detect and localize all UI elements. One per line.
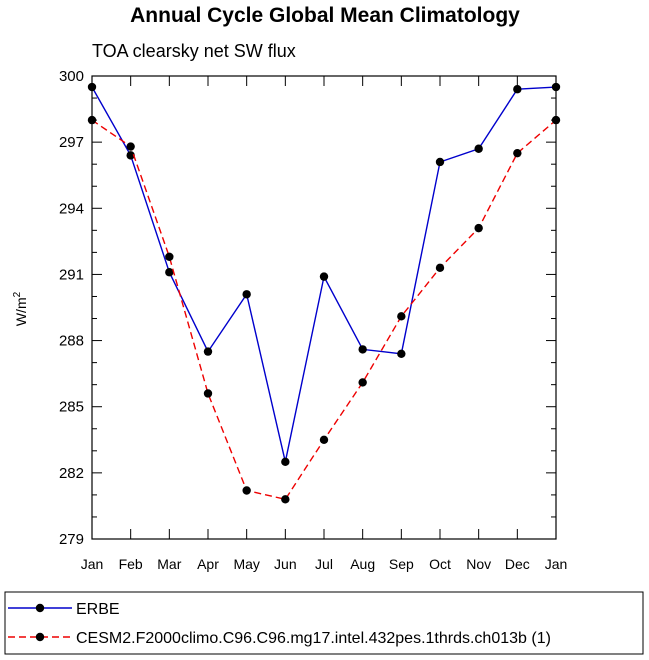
data-point: [513, 85, 522, 94]
data-point: [358, 345, 367, 354]
y-tick-label: 300: [59, 68, 84, 85]
y-tick-labels: 300 297 294 291 288 285 282 279: [59, 68, 84, 548]
x-tick-label: Apr: [197, 556, 219, 572]
x-tick-label: Jul: [315, 556, 333, 572]
axis-ticks: [91, 75, 557, 540]
series-layer: [87, 82, 561, 504]
data-point: [126, 151, 135, 160]
x-tick-label: Jun: [274, 556, 297, 572]
data-point: [203, 389, 213, 398]
y-axis-label: W/m2: [12, 291, 29, 326]
chart-subtitle: TOA clearsky net SW flux: [92, 41, 296, 61]
data-point: [126, 142, 135, 151]
data-point: [474, 223, 483, 233]
x-tick-label: Aug: [350, 556, 375, 572]
series-2: [87, 115, 561, 504]
data-point: [242, 290, 251, 299]
legend-label: ERBE: [76, 601, 120, 618]
legend: ERBE CESM2.F2000climo.C96.C96.mg17.intel.…: [8, 601, 551, 647]
data-point: [435, 263, 445, 273]
data-point: [165, 252, 174, 261]
x-tick-label: Nov: [466, 556, 491, 572]
series-1: [87, 82, 561, 467]
data-point: [358, 378, 367, 387]
x-tick-labels: Jan Feb Mar Apr May Jun Jul Aug Sep Oct Nov Dec Jan: [81, 556, 568, 572]
x-tick-label: Mar: [157, 556, 181, 572]
data-point: [319, 435, 329, 444]
x-tick-label: Jan: [545, 556, 568, 572]
data-point: [242, 486, 251, 495]
data-point: [203, 347, 213, 356]
data-point: [319, 272, 329, 281]
y-axis-label-text: W/m: [13, 297, 29, 326]
plot-frame: [91, 75, 557, 540]
legend-box: [4, 591, 644, 655]
data-point: [165, 268, 174, 277]
y-tick-label: 279: [59, 531, 84, 548]
y-tick-label: 288: [59, 333, 84, 350]
y-tick-label: 285: [59, 399, 84, 416]
x-tick-label: Sep: [389, 556, 414, 572]
data-point: [435, 157, 445, 167]
legend-label: CESM2.F2000climo.C96.C96.mg17.intel.432p…: [76, 630, 551, 647]
x-tick-label: Jan: [81, 556, 104, 572]
y-tick-label: 282: [59, 465, 84, 482]
y-tick-label: 291: [59, 266, 84, 283]
data-point: [474, 144, 483, 153]
data-point: [397, 349, 406, 358]
legend-marker: [35, 632, 45, 642]
y-tick-label: 297: [59, 134, 84, 151]
x-tick-label: May: [233, 556, 259, 572]
legend-marker: [35, 603, 45, 613]
data-point: [397, 312, 406, 321]
y-axis-label-superscript: 2: [12, 291, 23, 297]
data-point: [281, 495, 290, 504]
x-tick-label: Dec: [505, 556, 530, 572]
y-tick-label: 294: [59, 200, 84, 217]
data-point: [513, 148, 522, 158]
x-tick-label: Feb: [119, 556, 143, 572]
x-tick-label: Oct: [429, 556, 451, 572]
data-point: [281, 457, 290, 467]
chart-title: Annual Cycle Global Mean Climatology: [130, 4, 520, 27]
